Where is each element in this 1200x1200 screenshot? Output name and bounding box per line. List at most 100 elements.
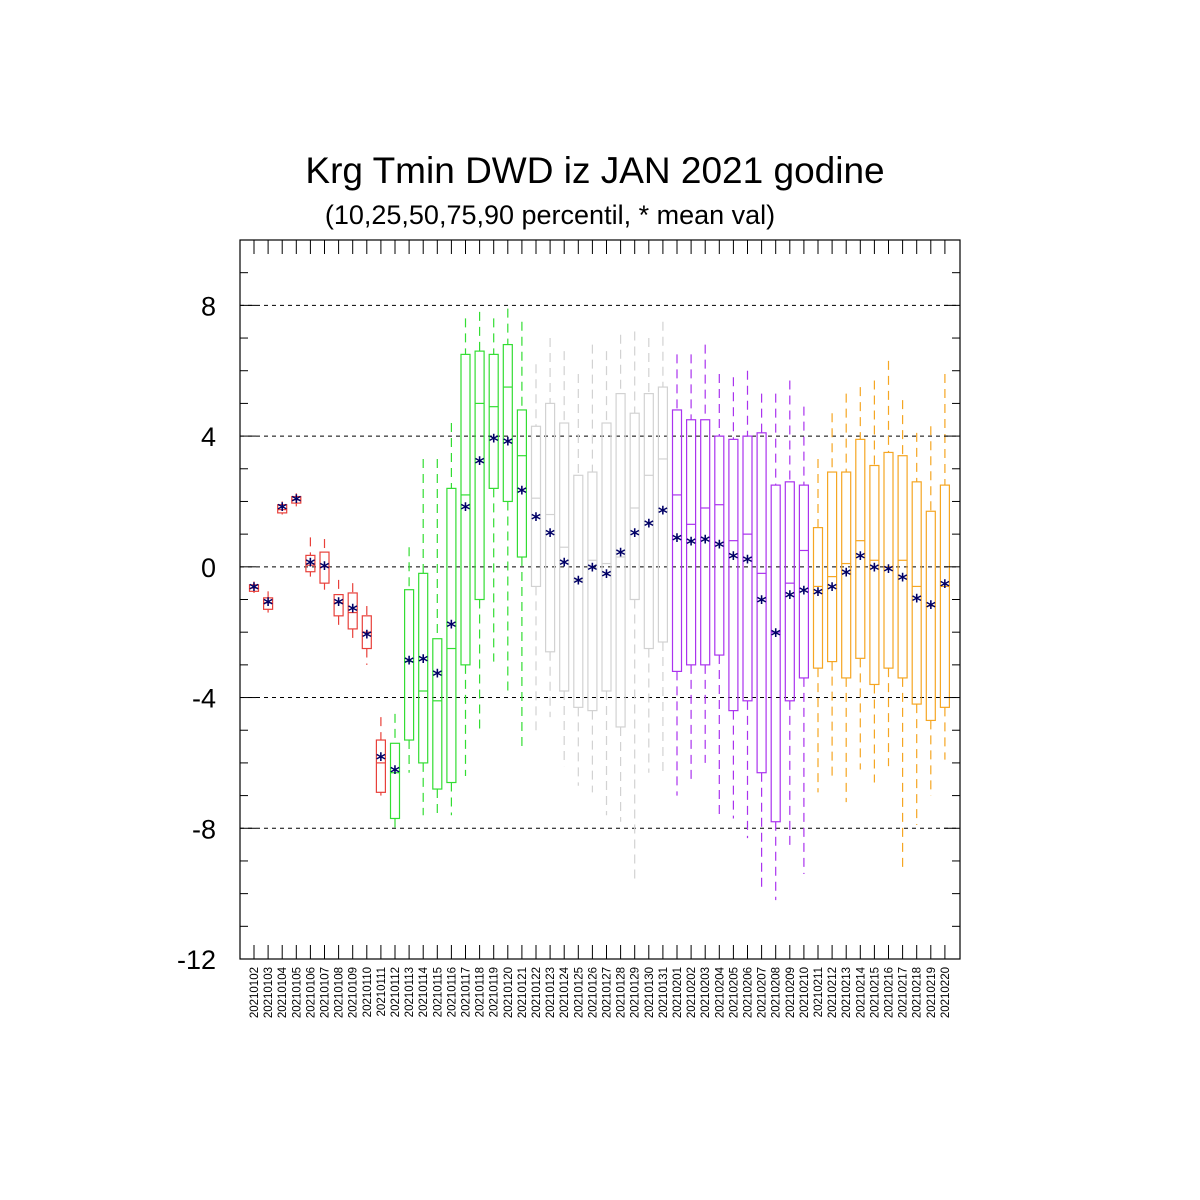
mean-marker: * — [249, 579, 259, 601]
iqr-box — [573, 474, 584, 708]
iqr-box — [559, 422, 570, 692]
iqr-box — [544, 402, 556, 653]
box-20210111: * — [375, 717, 386, 796]
box-20210214: * — [855, 387, 866, 770]
mean-marker: * — [559, 555, 569, 577]
box-20210123: * — [544, 338, 556, 718]
box-20210209: * — [784, 380, 795, 848]
x-tick-label: 20210213 — [841, 967, 853, 1018]
x-tick-label: 20210209 — [785, 967, 797, 1018]
iqr-box — [460, 353, 471, 666]
mean-marker: * — [616, 545, 626, 567]
box-20210107: * — [319, 539, 330, 590]
mean-marker: * — [531, 509, 541, 531]
mean-marker: * — [489, 430, 499, 452]
box-20210108: * — [333, 579, 344, 626]
x-tick-label: 20210202 — [686, 967, 698, 1018]
mean-marker: * — [884, 561, 894, 583]
mean-marker: * — [672, 530, 682, 552]
box-20210105: * — [291, 491, 302, 513]
mean-marker: * — [334, 594, 344, 616]
x-tick-label: 20210119 — [489, 967, 501, 1017]
iqr-box — [643, 393, 654, 650]
y-tick-label: 8 — [201, 291, 216, 321]
mean-marker: * — [545, 525, 555, 547]
x-tick-label: 20210122 — [531, 967, 543, 1018]
box-20210219: * — [925, 426, 936, 796]
y-tick-label: -8 — [192, 814, 216, 844]
mean-marker: * — [503, 434, 513, 456]
mean-marker: * — [517, 483, 527, 505]
x-tick-label: 20210115 — [432, 967, 444, 1017]
box-20210110: * — [361, 606, 372, 665]
box-20210210: * — [798, 406, 810, 875]
mean-marker: * — [418, 651, 428, 673]
box-20210113: * — [404, 547, 415, 773]
box-20210220: * — [939, 373, 951, 760]
mean-marker: * — [348, 600, 358, 622]
mean-marker: * — [362, 626, 372, 648]
x-tick-label: 20210105 — [291, 967, 303, 1018]
box-20210118: * — [474, 311, 485, 734]
iqr-box — [700, 419, 711, 666]
x-tick-label: 20210219 — [926, 967, 938, 1018]
box-20210112: * — [389, 713, 401, 829]
x-tick-label: 20210208 — [771, 967, 783, 1018]
mean-marker: * — [305, 555, 315, 577]
x-tick-label: 20210205 — [728, 967, 740, 1018]
box-20210130: * — [643, 338, 654, 773]
x-tick-label: 20210212 — [827, 967, 839, 1018]
mean-marker: * — [743, 551, 753, 573]
y-axis: -12 -8 -4 0 4 8 — [177, 239, 960, 975]
iqr-box — [756, 432, 767, 774]
box-20210206: * — [742, 370, 753, 839]
mean-marker: * — [461, 499, 471, 521]
x-tick-label: 20210216 — [884, 967, 896, 1018]
box-20210115: * — [432, 458, 443, 816]
iqr-box — [911, 481, 922, 705]
box-20210117: * — [460, 318, 471, 776]
iqr-box — [883, 451, 894, 669]
iqr-box — [629, 412, 640, 601]
box-20210116: * — [446, 423, 457, 816]
chart-subtitle: (10,25,50,75,90 percentil, * mean val) — [324, 200, 776, 230]
mean-marker: * — [602, 566, 612, 588]
x-tick-label: 20210104 — [277, 966, 289, 1018]
mean-marker: * — [728, 548, 738, 570]
box-20210127: * — [601, 351, 612, 816]
iqr-box — [446, 487, 457, 784]
mean-marker: * — [940, 576, 950, 598]
x-tick-label: 20210116 — [446, 967, 458, 1017]
x-tick-label: 20210103 — [263, 967, 275, 1018]
iqr-box — [516, 409, 528, 558]
iqr-box — [770, 484, 781, 823]
mean-marker: * — [926, 597, 936, 619]
x-tick-label: 20210120 — [503, 967, 515, 1018]
box-20210202: * — [685, 354, 697, 780]
mean-marker: * — [855, 548, 865, 570]
x-tick-label: 20210111 — [376, 967, 388, 1016]
mean-marker: * — [644, 515, 654, 537]
mean-marker: * — [771, 625, 781, 647]
box-20210129: * — [629, 331, 640, 884]
iqr-box — [530, 425, 542, 588]
mean-marker: * — [912, 591, 922, 613]
iqr-box — [728, 438, 739, 712]
box-20210213: * — [841, 393, 852, 803]
mean-marker: * — [277, 499, 287, 521]
mean-marker: * — [587, 559, 597, 581]
box-20210128: * — [615, 334, 626, 822]
x-tick-label: 20210211 — [813, 967, 825, 1017]
iqr-box — [925, 510, 936, 722]
box-20210204: * — [714, 373, 725, 819]
box-20210121: * — [516, 321, 528, 750]
box-20210207: * — [756, 393, 767, 888]
iqr-box — [826, 471, 838, 663]
box-20210205: * — [728, 377, 739, 819]
box-20210103: * — [263, 591, 274, 616]
box-20210215: * — [869, 380, 880, 783]
iqr-box — [389, 742, 401, 820]
iqr-box — [319, 551, 330, 584]
chart-title: Krg Tmin DWD iz JAN 2021 godine — [305, 150, 885, 191]
x-tick-label: 20210102 — [249, 967, 261, 1018]
